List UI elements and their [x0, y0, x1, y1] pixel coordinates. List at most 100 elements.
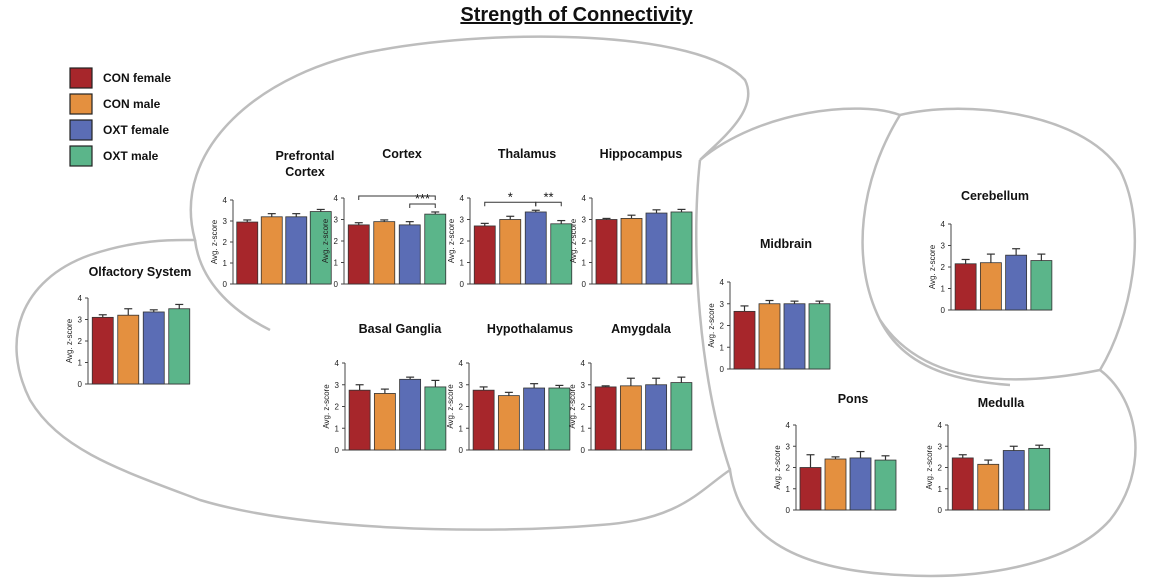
y-tick-label: 3 — [335, 381, 340, 390]
y-tick-label: 3 — [938, 442, 943, 451]
y-tick-label: 1 — [786, 485, 791, 494]
y-tick-label: 3 — [786, 442, 791, 451]
significance-label: *** — [415, 191, 430, 206]
bar — [500, 220, 521, 285]
y-tick-label: 1 — [460, 259, 465, 268]
y-tick-label: 0 — [334, 280, 339, 289]
y-tick-label: 2 — [334, 237, 339, 246]
y-tick-label: 3 — [334, 216, 339, 225]
y-axis-label: Avg. z-score — [65, 318, 74, 363]
legend-label: OXT female — [103, 123, 169, 137]
bar — [596, 220, 617, 285]
bar — [425, 214, 446, 284]
figure: CON femaleCON maleOXT femaleOXT male0123… — [0, 0, 1153, 585]
y-tick-label: 0 — [78, 380, 83, 389]
bar — [734, 311, 755, 369]
y-tick-label: 0 — [786, 506, 791, 515]
y-axis-label: Avg. z-score — [569, 218, 578, 263]
y-tick-label: 0 — [720, 365, 725, 374]
chart-title: Midbrain — [760, 236, 812, 252]
y-tick-label: 0 — [941, 306, 946, 315]
y-tick-label: 1 — [223, 259, 228, 268]
bar — [621, 218, 642, 284]
chart-title: Hypothalamus — [487, 321, 573, 337]
bar — [92, 317, 113, 384]
bar — [978, 464, 999, 510]
y-tick-label: 0 — [459, 446, 464, 455]
bar — [143, 312, 164, 384]
y-tick-label: 0 — [335, 446, 340, 455]
bar — [348, 225, 369, 284]
y-tick-label: 2 — [335, 403, 340, 412]
y-tick-label: 4 — [786, 421, 791, 430]
y-tick-label: 1 — [459, 424, 464, 433]
y-tick-label: 1 — [335, 424, 340, 433]
bar — [237, 222, 258, 284]
legend-swatch — [70, 68, 92, 88]
bar — [671, 383, 692, 450]
chart-title: Amygdala — [611, 321, 671, 337]
legend-swatch — [70, 94, 92, 114]
y-axis-label: Avg. z-score — [928, 244, 937, 289]
bar — [549, 388, 570, 450]
y-tick-label: 2 — [938, 464, 943, 473]
bar — [349, 390, 370, 450]
legend-label: OXT male — [103, 149, 159, 163]
y-tick-label: 2 — [459, 403, 464, 412]
bar — [524, 388, 545, 450]
chart-title: Medulla — [978, 395, 1025, 411]
y-tick-label: 4 — [460, 194, 465, 203]
significance-label: ** — [543, 189, 553, 204]
bar — [759, 304, 780, 369]
bar — [374, 393, 395, 450]
significance-label: * — [508, 189, 513, 204]
bar — [646, 385, 667, 450]
bar — [1003, 451, 1024, 511]
bar — [286, 217, 307, 284]
bar — [400, 379, 421, 450]
bar — [374, 222, 395, 284]
y-tick-label: 1 — [581, 424, 586, 433]
y-tick-label: 2 — [941, 263, 946, 272]
bar — [980, 263, 1001, 310]
y-tick-label: 3 — [720, 300, 725, 309]
bar — [850, 458, 871, 510]
legend-swatch — [70, 120, 92, 140]
bar — [671, 212, 692, 284]
y-axis-label: Avg. z-score — [321, 218, 330, 263]
y-tick-label: 3 — [460, 216, 465, 225]
bar — [952, 458, 973, 510]
y-tick-label: 1 — [720, 343, 725, 352]
y-tick-label: 4 — [334, 194, 339, 203]
y-tick-label: 4 — [459, 359, 464, 368]
bar — [784, 304, 805, 369]
bar — [800, 468, 821, 511]
y-tick-label: 0 — [223, 280, 228, 289]
y-tick-label: 3 — [459, 381, 464, 390]
y-tick-label: 4 — [941, 220, 946, 229]
y-axis-label: Avg. z-score — [446, 384, 455, 429]
bar — [474, 226, 495, 284]
y-tick-label: 4 — [78, 294, 83, 303]
y-axis-label: Avg. z-score — [322, 384, 331, 429]
y-tick-label: 3 — [582, 216, 587, 225]
figure-title: Strength of Connectivity — [0, 4, 1153, 27]
y-tick-label: 2 — [78, 337, 83, 346]
y-axis-label: Avg. z-score — [707, 303, 716, 348]
chart-title: Olfactory System — [89, 264, 192, 280]
y-tick-label: 4 — [581, 359, 586, 368]
bar — [825, 459, 846, 510]
y-tick-label: 2 — [582, 237, 587, 246]
bar — [595, 387, 616, 450]
y-tick-label: 4 — [720, 278, 725, 287]
y-axis-label: Avg. z-score — [925, 445, 934, 490]
bar — [809, 304, 830, 369]
bar — [525, 212, 546, 284]
bar — [498, 396, 519, 450]
bar — [1029, 448, 1050, 510]
bar — [473, 390, 494, 450]
y-tick-label: 2 — [581, 403, 586, 412]
y-tick-label: 2 — [223, 238, 228, 247]
bar — [955, 264, 976, 310]
y-tick-label: 0 — [460, 280, 465, 289]
